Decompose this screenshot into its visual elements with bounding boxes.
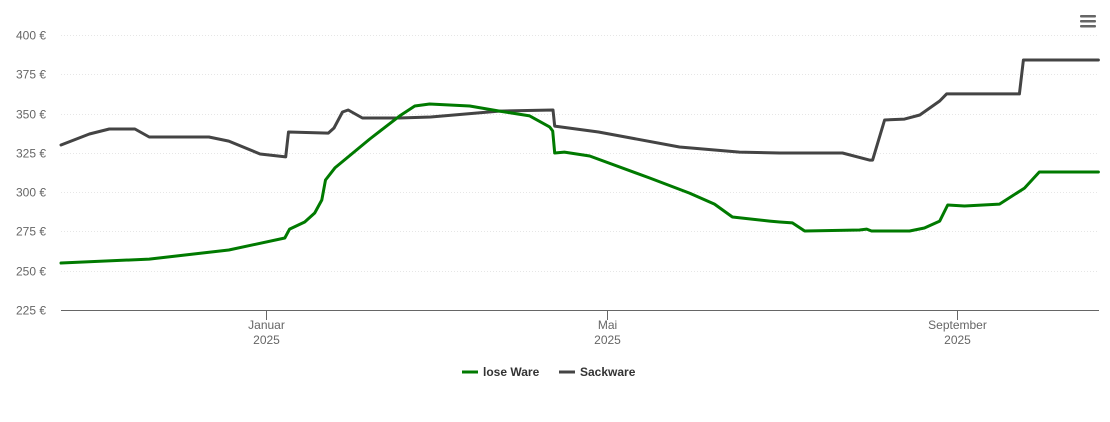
x-tick-label-year: 2025 <box>253 333 280 347</box>
x-tick-label-year: 2025 <box>944 333 971 347</box>
series-line-sackware <box>59 58 1100 162</box>
y-tick-label: 300 € <box>16 186 46 200</box>
legend-item-lose-ware[interactable]: lose Ware <box>462 365 540 379</box>
legend-label: lose Ware <box>483 365 540 379</box>
x-tick-label: September <box>928 318 987 332</box>
series-line-lose-ware <box>59 102 1100 265</box>
x-tick-label: Mai <box>598 318 617 332</box>
x-tick-label: Januar <box>248 318 285 332</box>
y-tick-label: 325 € <box>16 147 46 161</box>
hamburger-menu-icon[interactable] <box>1076 10 1100 32</box>
legend-label: Sackware <box>580 365 636 379</box>
legend-item-sackware[interactable]: Sackware <box>559 365 636 379</box>
y-tick-label: 225 € <box>16 304 46 318</box>
x-tick-label-year: 2025 <box>594 333 621 347</box>
y-tick-label: 350 € <box>16 108 46 122</box>
y-tick-label: 375 € <box>16 68 46 82</box>
y-tick-label: 250 € <box>16 265 46 279</box>
y-tick-label: 400 € <box>16 29 46 43</box>
y-tick-label: 275 € <box>16 225 46 239</box>
